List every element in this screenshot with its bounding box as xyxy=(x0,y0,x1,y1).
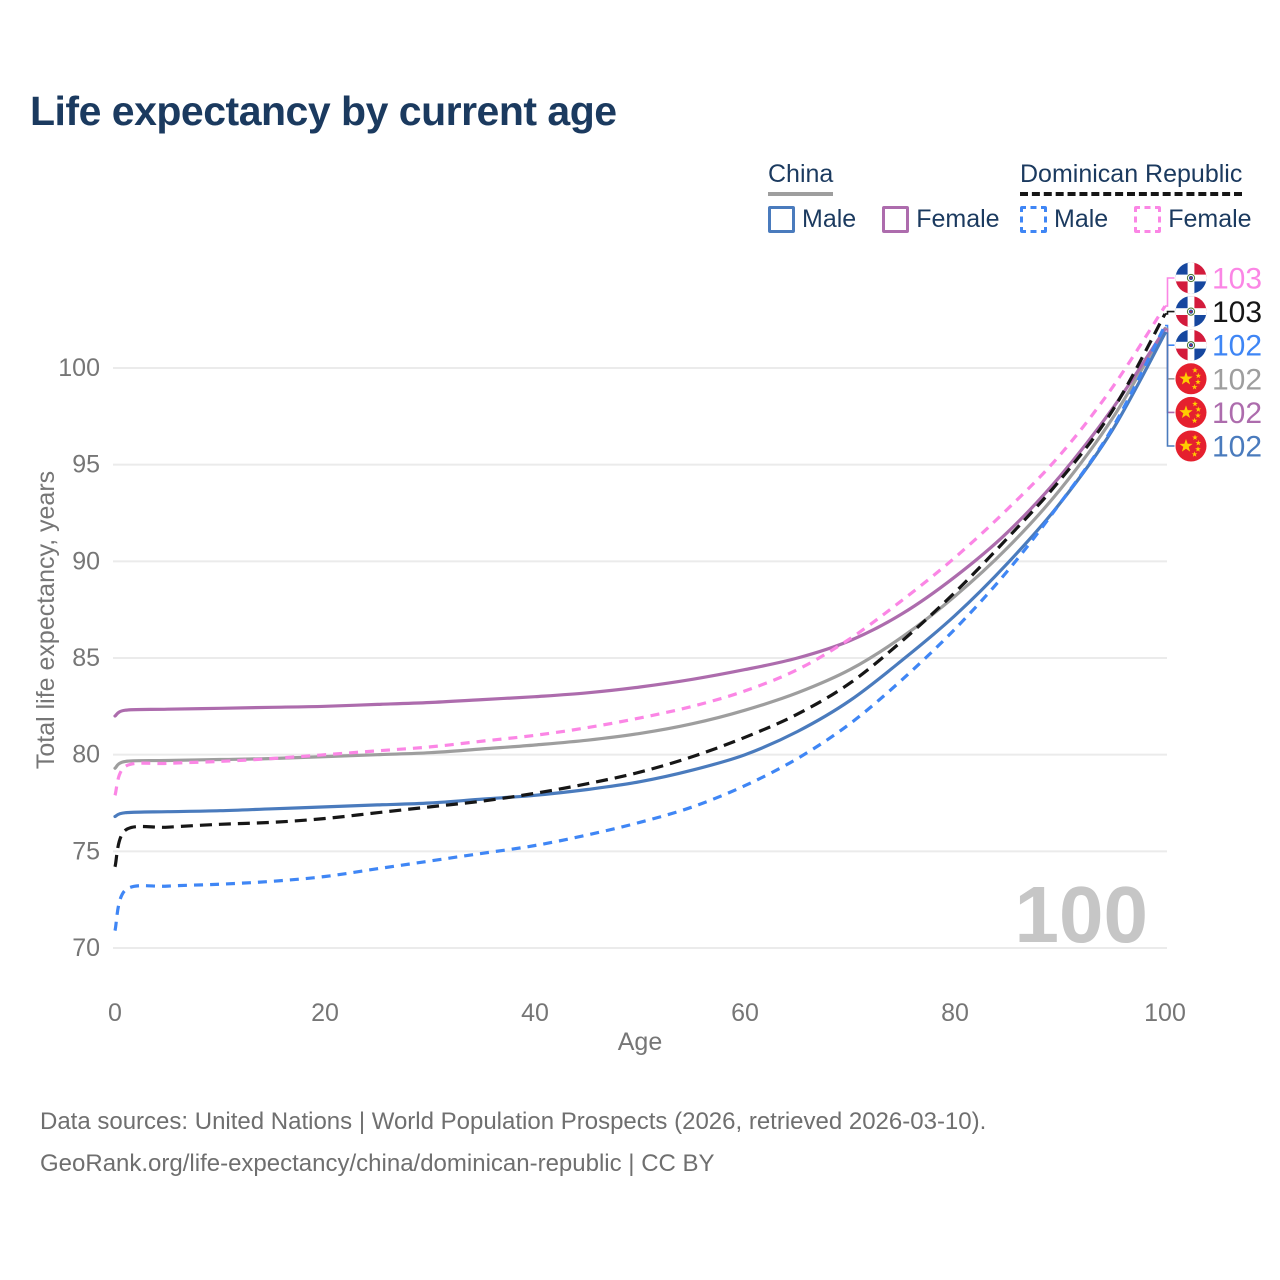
leader-line-china-total xyxy=(1165,327,1175,380)
leader-line-dr-total xyxy=(1165,310,1175,315)
legend-item-dr-female[interactable]: Female xyxy=(1134,205,1252,234)
x-axis-title: Age xyxy=(618,1028,662,1056)
legend-item-china-male[interactable]: Male xyxy=(768,205,856,234)
x-tick-40: 40 xyxy=(521,999,549,1027)
y-tick-80: 80 xyxy=(72,741,100,769)
x-tick-80: 80 xyxy=(941,999,969,1027)
flag-do-icon xyxy=(1175,262,1207,294)
legend-label-china-female: Female xyxy=(916,205,1000,233)
flag-china-icon xyxy=(1175,396,1207,428)
end-value-label-china-total: 102 xyxy=(1212,363,1262,396)
legend-swatch-dr-male-icon xyxy=(1020,206,1047,233)
y-tick-95: 95 xyxy=(72,451,100,479)
series-line-china-male[interactable] xyxy=(113,331,1167,819)
legend-header-dominican-republic[interactable]: Dominican Republic xyxy=(1020,160,1243,196)
legend-group-dominican-republic: Dominican Republic Male Female xyxy=(1020,160,1252,234)
page-title: Life expectancy by current age xyxy=(30,88,617,134)
legend-item-china-female[interactable]: Female xyxy=(882,205,1000,234)
legend-row-china: Male Female xyxy=(768,205,1000,234)
end-value-label-dr-female: 103 xyxy=(1212,263,1262,296)
legend-item-dr-male[interactable]: Male xyxy=(1020,205,1108,234)
y-tick-75: 75 xyxy=(72,837,100,865)
y-tick-70: 70 xyxy=(72,934,100,962)
y-axis-title: Total life expectancy, years xyxy=(32,471,60,769)
legend-label-dr-male: Male xyxy=(1054,205,1109,233)
legend-swatch-dr-female-icon xyxy=(1134,206,1162,233)
end-value-label-china-male: 102 xyxy=(1212,431,1262,464)
x-tick-60: 60 xyxy=(731,999,759,1027)
x-tick-20: 20 xyxy=(311,999,339,1027)
legend-row-dominican-republic: Male Female xyxy=(1020,205,1252,234)
flag-china-icon xyxy=(1175,430,1207,462)
legend-header-china[interactable]: China xyxy=(768,160,834,196)
y-tick-85: 85 xyxy=(72,644,100,672)
series-line-dr-female[interactable] xyxy=(113,305,1167,796)
flag-china-icon xyxy=(1175,363,1207,395)
footer-attribution-link[interactable]: GeoRank.org/life-expectancy/china/domini… xyxy=(40,1150,715,1177)
flag-do-icon xyxy=(1175,296,1207,328)
series-line-china-female[interactable] xyxy=(113,327,1167,718)
legend-label-dr-female: Female xyxy=(1168,205,1252,233)
legend-group-china: China Male Female xyxy=(768,160,1000,234)
legend-swatch-china-male-icon xyxy=(768,206,795,233)
series-line-china-total[interactable] xyxy=(113,326,1167,770)
flag-do-icon xyxy=(1175,329,1207,361)
end-value-label-dr-total: 103 xyxy=(1212,296,1262,329)
end-value-label-dr-male: 102 xyxy=(1212,330,1262,363)
y-tick-90: 90 xyxy=(72,547,100,575)
series-line-dr-total[interactable] xyxy=(113,313,1167,868)
legend-swatch-china-female-icon xyxy=(882,206,910,233)
leader-line-china-female xyxy=(1165,328,1175,414)
end-value-label-china-female: 102 xyxy=(1212,397,1262,430)
legend-label-china-male: Male xyxy=(802,205,857,233)
series-line-dr-male[interactable] xyxy=(113,324,1167,932)
age-watermark: 100 xyxy=(1015,870,1148,959)
x-tick-100: 100 xyxy=(1144,999,1186,1027)
x-tick-0: 0 xyxy=(108,999,122,1027)
y-tick-100: 100 xyxy=(58,354,100,382)
footer-data-sources: Data sources: United Nations | World Pop… xyxy=(40,1108,987,1135)
leader-line-dr-female xyxy=(1165,277,1175,307)
leader-line-china-male xyxy=(1165,332,1175,447)
